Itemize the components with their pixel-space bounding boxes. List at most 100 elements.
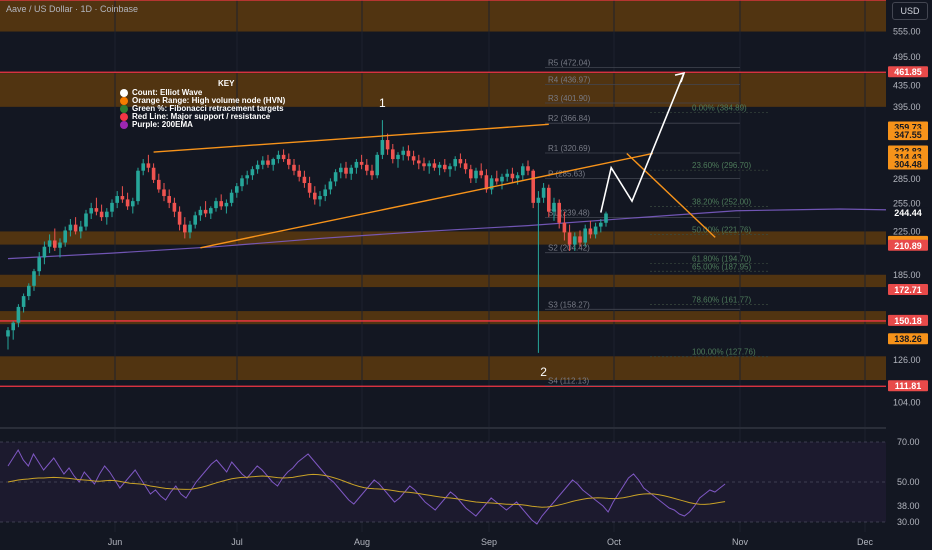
arrow-head-icon xyxy=(674,72,686,83)
candle-body xyxy=(510,173,515,179)
legend-item: Orange Range: High volume node (HVN) xyxy=(120,97,285,105)
candle-body xyxy=(32,271,36,286)
candle-body xyxy=(255,164,260,170)
candle-body xyxy=(162,189,166,197)
time-axis: Jun Jul Aug Sep Oct Nov Dec xyxy=(108,537,874,547)
candle-body xyxy=(219,201,223,207)
candle-body xyxy=(16,306,21,323)
candle-body xyxy=(27,285,31,297)
candle-body xyxy=(250,169,255,176)
candle-body xyxy=(224,202,229,207)
wave-labels: 12 xyxy=(379,96,547,379)
time-tick-label: Sep xyxy=(481,537,497,547)
price-label-box xyxy=(888,158,928,170)
trendline-upper xyxy=(153,123,549,153)
candle-body xyxy=(141,163,145,171)
time-tick-label: Dec xyxy=(857,537,874,547)
legend-label: Count: Elliot Wave xyxy=(132,88,203,97)
pivot-label: R5 (472.04) xyxy=(548,58,591,67)
candle-body xyxy=(193,215,197,225)
candle-body xyxy=(531,170,535,203)
price-label-text: 359.73 xyxy=(894,123,922,133)
candle-body xyxy=(261,160,265,165)
candle-body xyxy=(365,164,369,171)
candle-body xyxy=(198,209,203,216)
legend-key: KEY Count: Elliot Wave Orange Range: Hig… xyxy=(120,80,285,129)
support-resistance-lines xyxy=(0,0,886,387)
candle-body xyxy=(521,166,525,176)
candle-body xyxy=(89,208,93,214)
candle-body xyxy=(110,202,114,212)
legend-item: Purple: 200EMA xyxy=(120,121,285,129)
candle-body xyxy=(131,201,135,207)
candle-body xyxy=(458,159,463,164)
price-tick-label: 255.00 xyxy=(893,199,921,209)
candle-body xyxy=(297,170,301,177)
trendlines xyxy=(153,123,716,249)
currency-button[interactable]: USD xyxy=(892,2,928,20)
pivot-label: R1 (320.69) xyxy=(548,144,591,153)
price-label-box xyxy=(888,129,928,141)
candle-body xyxy=(172,202,177,212)
candle-body xyxy=(333,172,338,182)
pivot-label: P (285.63) xyxy=(548,170,586,179)
candle-body xyxy=(177,211,182,225)
candle-body xyxy=(53,240,57,248)
price-label-box xyxy=(888,239,928,251)
pivot-levels: R5 (472.04) R4 (436.97) R3 (401.90) R2 (366… xyxy=(545,58,740,387)
time-tick-label: Oct xyxy=(607,537,622,547)
price-tick-label: 225.00 xyxy=(893,226,921,236)
candle-body xyxy=(99,211,104,218)
candle-body xyxy=(344,167,348,174)
candle-body xyxy=(323,189,327,197)
candle-body xyxy=(599,222,603,227)
pivot-label: S2 (204.42) xyxy=(548,244,590,253)
candle-body xyxy=(562,222,567,233)
price-label-box xyxy=(888,207,928,219)
candles xyxy=(6,120,608,353)
candle-body xyxy=(307,183,312,193)
rsi-tick-label: 50.00 xyxy=(897,477,920,487)
legend-dot-icon xyxy=(120,89,128,97)
candle-body xyxy=(73,224,78,232)
candle-body xyxy=(271,159,275,165)
candle-body xyxy=(266,160,270,165)
candle-body xyxy=(505,173,509,177)
price-tick-label: 185.00 xyxy=(893,270,921,280)
candle-body xyxy=(151,167,156,180)
candle-body xyxy=(245,175,249,179)
legend-label: Orange Range: High volume node (HVN) xyxy=(132,96,286,105)
price-label-text: 150.18 xyxy=(894,316,922,326)
price-label-box xyxy=(888,333,928,345)
candle-body xyxy=(380,140,385,155)
candle-body xyxy=(240,178,244,187)
pivot-label: R2 (366.84) xyxy=(548,114,591,123)
symbol-title: Aave / US Dollar · 1D · Coinbase xyxy=(6,4,139,14)
rsi-tick-label: 70.00 xyxy=(897,437,920,447)
candle-body xyxy=(547,187,551,212)
candle-body xyxy=(385,140,390,150)
candle-body xyxy=(188,224,192,233)
candle-body xyxy=(370,170,374,176)
rsi-tick-label: 38.00 xyxy=(897,501,920,511)
time-tick-label: Nov xyxy=(732,537,749,547)
candle-body xyxy=(474,170,478,179)
candle-body xyxy=(328,181,333,190)
candle-body xyxy=(375,154,379,176)
fib-label: 65.00% (187.95) xyxy=(692,262,751,271)
fibonacci-levels: 0.00% (384.89) 23.60% (296.70) 38.20% (252… xyxy=(650,104,770,358)
hvn-zones xyxy=(0,0,886,381)
candle-body xyxy=(448,166,452,170)
hvn-zone xyxy=(0,274,886,288)
candle-body xyxy=(573,236,577,245)
hvn-zone xyxy=(0,231,886,245)
candle-body xyxy=(463,163,468,170)
hvn-zone xyxy=(0,0,886,32)
price-label-text: 210.89 xyxy=(894,241,922,251)
candle-body xyxy=(536,197,541,203)
legend-dot-icon xyxy=(120,97,128,105)
price-label-box xyxy=(888,283,928,295)
candle-body xyxy=(42,246,47,258)
candle-body xyxy=(136,170,140,202)
